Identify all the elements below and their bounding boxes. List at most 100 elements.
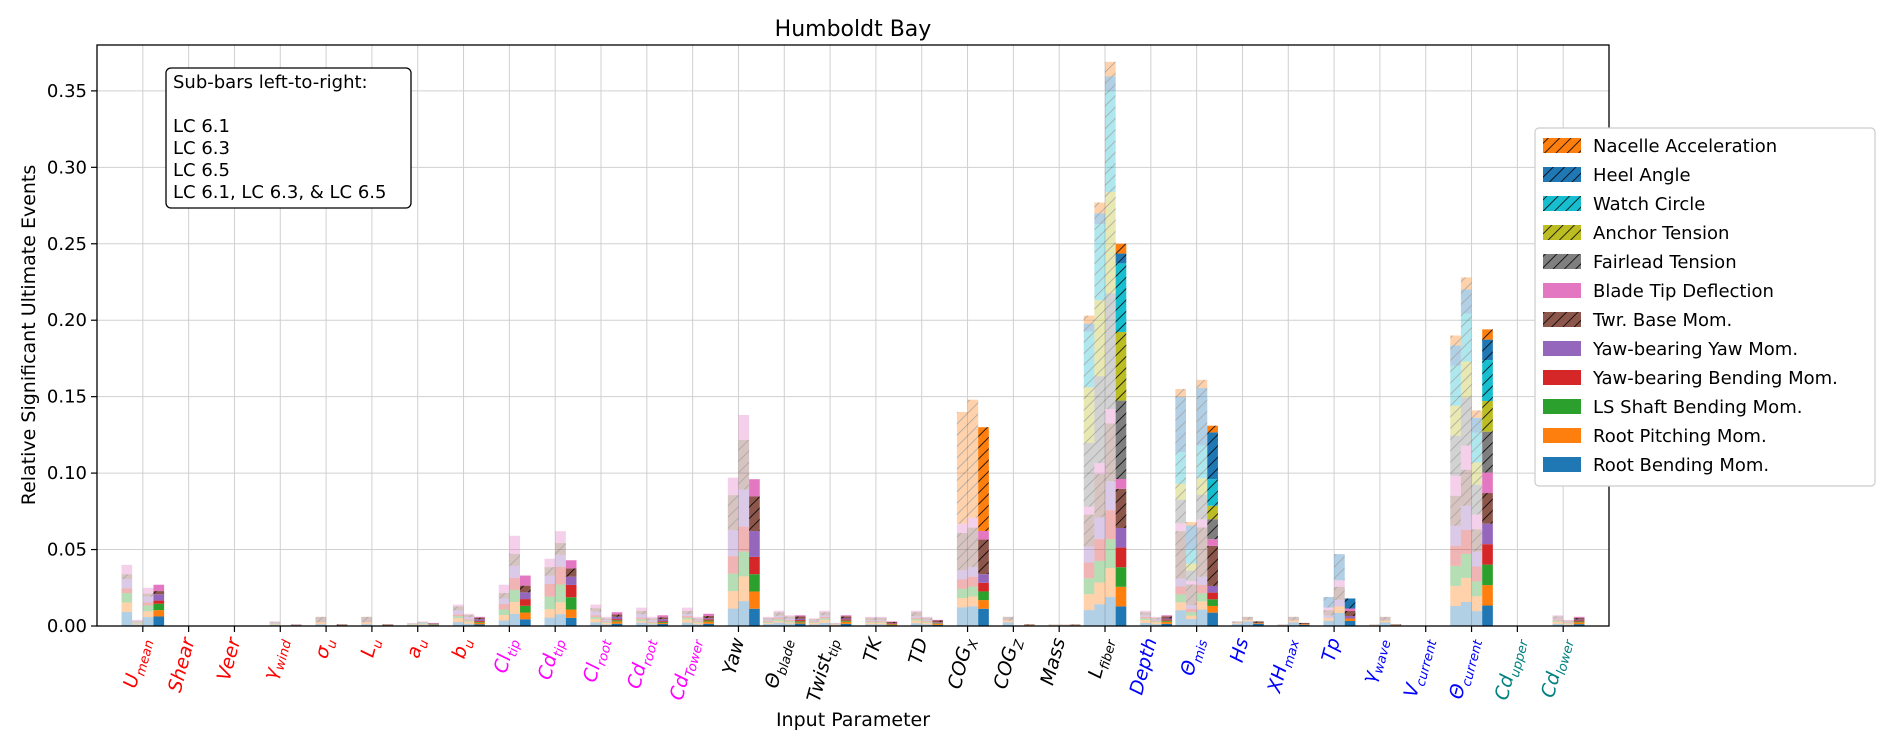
bar-segment [932, 620, 944, 623]
bar-segment [565, 609, 577, 618]
bar-segment [452, 622, 464, 626]
bar-segment [875, 620, 887, 622]
bar-segment [142, 617, 154, 626]
bar-segment [121, 593, 133, 603]
bar-segment [1196, 601, 1208, 610]
bar-segment [1482, 339, 1493, 361]
bar-segment [1094, 463, 1105, 474]
bar-segment [121, 578, 133, 589]
x-tick-label: au [402, 636, 432, 662]
legend-label: Fairlead Tension [1593, 252, 1737, 273]
bar-segment [956, 579, 968, 589]
bar-segment [1105, 568, 1116, 598]
bar-segment [1196, 584, 1208, 594]
bar-segment [646, 622, 658, 624]
bar-segment [565, 597, 577, 610]
bar-segment [1334, 586, 1345, 600]
bar-segment [875, 616, 887, 618]
bar-segment [601, 622, 612, 625]
bar-segment [1482, 605, 1493, 626]
bar-segment [474, 621, 485, 623]
bar-segment [153, 584, 165, 592]
bar-segment [463, 620, 475, 622]
bar-segment [590, 611, 601, 616]
bar-segment [121, 602, 133, 612]
bar-segment [1115, 253, 1127, 264]
bar-segment [1115, 478, 1127, 489]
bar-segment [819, 622, 831, 626]
bar-segment [692, 618, 704, 621]
bar-segment [681, 617, 693, 620]
bar-segment [452, 604, 464, 607]
bar-segment [1231, 622, 1243, 624]
bar-segment [1161, 620, 1173, 622]
bar-segment [1471, 410, 1483, 418]
bar-segment [738, 439, 750, 490]
bar-segment [1471, 566, 1483, 582]
bar-segment [967, 566, 979, 577]
legend-label: Root Pitching Mom. [1593, 426, 1767, 447]
bar-segment [646, 624, 658, 626]
bar-segment [315, 624, 327, 626]
legend-label: LS Shaft Bending Mom. [1593, 397, 1802, 418]
bar-segment [808, 620, 820, 622]
bar-segment [1185, 584, 1197, 606]
bar-segment [121, 611, 133, 626]
bar-segment [590, 618, 601, 623]
bar-segment [865, 616, 876, 618]
legend-swatch [1543, 167, 1581, 182]
bar-segment [590, 615, 601, 618]
bar-segment [520, 585, 531, 593]
bar-segment [956, 588, 968, 599]
bar-segment [498, 603, 510, 610]
bar-segment [830, 623, 841, 624]
bar-segment [1207, 432, 1218, 480]
bar-segment [1298, 624, 1310, 625]
bar-segment [1083, 442, 1095, 507]
bar-segment [865, 620, 876, 622]
x-tick-label: Θcurrent [1445, 635, 1486, 703]
bar-segment [956, 598, 968, 608]
bar-segment [1207, 505, 1218, 520]
bar-segment [555, 614, 566, 626]
bar-segment [1083, 323, 1095, 332]
bar-segment [1207, 612, 1218, 626]
bar-segment [727, 591, 739, 609]
bar-segment [1196, 519, 1208, 528]
bar-segment [808, 624, 820, 626]
x-tick-label: Cdlower [1537, 634, 1578, 701]
bar-segment [520, 599, 531, 606]
bar-segment [773, 622, 785, 626]
bar-segment [738, 551, 750, 577]
bar-segment [1471, 432, 1483, 463]
bar-segment [611, 619, 623, 621]
bar-segment [1482, 360, 1493, 401]
bar-segment [544, 558, 556, 568]
bar-segment [1573, 622, 1585, 625]
bar-segment [1175, 531, 1186, 579]
bar-segment [1450, 435, 1461, 476]
bar-segment [1450, 405, 1461, 436]
bar-segment [1196, 576, 1208, 585]
bar-segment [1207, 519, 1218, 540]
x-tick-label: Θmis [1176, 635, 1211, 679]
x-tick-label: γwave [1358, 636, 1395, 687]
bar-segment [498, 609, 510, 615]
bar-segment [417, 624, 429, 626]
bar-segment [1460, 397, 1472, 446]
x-tick-label: TK [859, 634, 887, 664]
legend: Nacelle Acceleration Heel Angle Watch Circ… [1534, 127, 1876, 487]
bar-segment [1185, 580, 1197, 585]
bar-segment [1552, 621, 1564, 624]
bar-segment [1379, 622, 1391, 626]
bar-segment [808, 619, 820, 621]
bar-segment [1083, 578, 1095, 595]
bar-segment [601, 616, 612, 619]
bar-segment [1150, 624, 1162, 626]
bar-segment [1563, 622, 1574, 624]
bar-segment [657, 617, 669, 620]
legend-swatch [1543, 312, 1581, 327]
bar-segment [1175, 602, 1186, 611]
bar-segment [819, 610, 831, 613]
bar-segment [1288, 620, 1299, 623]
